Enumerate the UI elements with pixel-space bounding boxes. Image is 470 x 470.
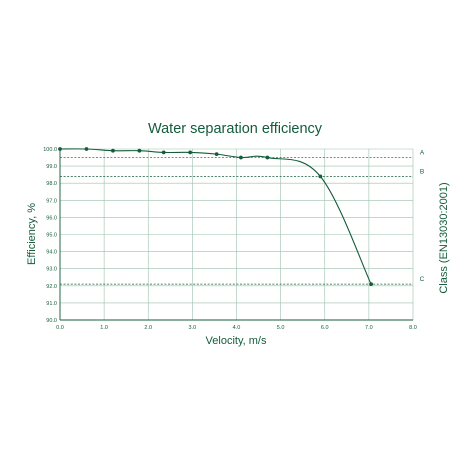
data-point bbox=[188, 150, 193, 155]
y-tick-label: 97.0 bbox=[46, 198, 57, 204]
series-line bbox=[59, 148, 372, 285]
data-point bbox=[318, 174, 323, 179]
class-label-c: C bbox=[420, 276, 425, 283]
class-thresholds: A B C bbox=[60, 150, 425, 285]
x-axis-label: Velocity, m/s bbox=[206, 335, 267, 347]
y2-axis-label: Class (EN13030:2001) bbox=[438, 182, 450, 293]
y-tick-label: 99.0 bbox=[46, 164, 57, 170]
data-point bbox=[137, 148, 142, 153]
grid bbox=[59, 148, 414, 321]
x-tick-label: 5.0 bbox=[277, 325, 285, 331]
x-tick-label: 7.0 bbox=[365, 325, 373, 331]
x-tick-label: 6.0 bbox=[321, 325, 329, 331]
y-axis-ticks: 90.0 91.0 92.0 93.0 94.0 95.0 96.0 97.0 98.0 99.0… bbox=[43, 147, 57, 324]
y-axis-label: Efficiency, % bbox=[26, 203, 38, 265]
y-tick-label: 95.0 bbox=[46, 233, 57, 239]
y-tick-label: 93.0 bbox=[46, 267, 57, 273]
class-label-b: B bbox=[420, 168, 424, 175]
x-tick-label: 1.0 bbox=[100, 325, 108, 331]
y-tick-label: 90.0 bbox=[46, 318, 57, 324]
class-label-a: A bbox=[420, 150, 425, 157]
data-point bbox=[84, 147, 89, 151]
data-point bbox=[111, 148, 115, 153]
y-tick-label: 92.0 bbox=[46, 284, 57, 290]
data-point bbox=[239, 155, 243, 160]
data-point bbox=[369, 282, 373, 286]
y-tick-label: 98.0 bbox=[46, 181, 57, 187]
x-tick-label: 0.0 bbox=[56, 325, 64, 331]
data-point bbox=[58, 147, 62, 151]
data-point bbox=[265, 155, 270, 160]
y-tick-label: 91.0 bbox=[46, 301, 57, 307]
y-tick-label: 100.0 bbox=[43, 147, 57, 153]
x-tick-label: 3.0 bbox=[189, 325, 197, 331]
y-tick-label: 96.0 bbox=[46, 215, 57, 221]
series bbox=[58, 147, 373, 286]
y-tick-label: 94.0 bbox=[46, 250, 57, 256]
x-tick-label: 8.0 bbox=[409, 325, 417, 331]
chart-title: Water separation efficiency bbox=[148, 121, 323, 137]
x-tick-label: 4.0 bbox=[233, 325, 241, 331]
x-axis-ticks: 0.0 1.0 2.0 3.0 4.0 5.0 6.0 7.0 8.0 bbox=[56, 325, 417, 331]
data-point bbox=[214, 152, 219, 157]
x-tick-label: 2.0 bbox=[144, 325, 152, 331]
data-point bbox=[161, 150, 166, 155]
